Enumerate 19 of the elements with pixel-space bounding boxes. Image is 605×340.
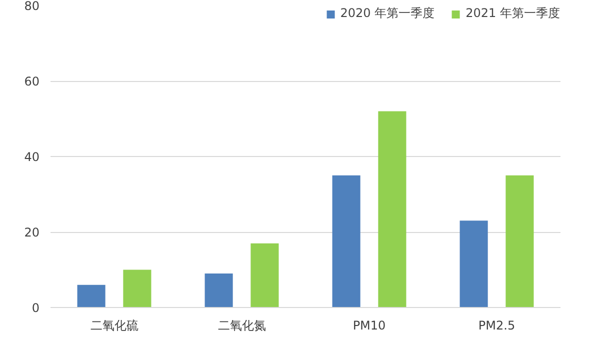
x-tick-label: 二氧化氮 [218, 318, 266, 332]
y-tick-label: 20 [24, 226, 40, 240]
x-tick-label: PM2.5 [478, 318, 516, 332]
y-tick-label: 0 [32, 301, 40, 315]
bar [332, 175, 360, 308]
bar [250, 243, 279, 308]
y-tick-label: 60 [24, 74, 40, 88]
bar [77, 284, 106, 308]
y-tick-label: 80 [24, 0, 40, 13]
y-tick-label: 40 [24, 150, 40, 164]
bar [123, 270, 152, 308]
x-tick-label: PM10 [352, 318, 386, 332]
bar [506, 175, 534, 308]
bar [460, 220, 488, 308]
bar [378, 111, 406, 308]
bar [204, 274, 233, 308]
legend-label: 2021 年第一季度 [466, 5, 560, 22]
x-tick-label: 二氧化硫 [90, 318, 138, 332]
legend-label: 2020 年第一季度 [340, 5, 435, 22]
